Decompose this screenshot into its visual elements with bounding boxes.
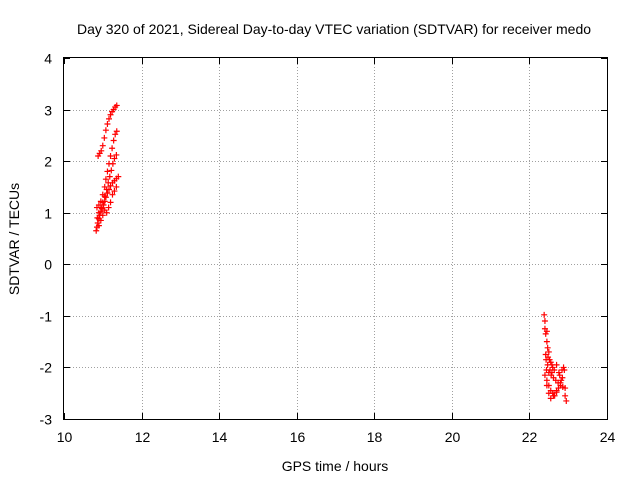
y-tick-label: 4: [44, 51, 52, 67]
data-point: [101, 134, 108, 141]
data-point: [541, 318, 548, 325]
x-tick-label: 16: [290, 429, 306, 445]
data-point: [113, 102, 120, 109]
data-point: [544, 361, 551, 368]
data-point: [111, 188, 118, 195]
y-tick-label: -2: [40, 360, 53, 376]
y-tick-label: 3: [44, 103, 52, 119]
data-point: [104, 190, 111, 197]
data-point: [112, 131, 119, 138]
data-point: [99, 191, 106, 198]
data-point: [544, 344, 551, 351]
data-point: [102, 176, 109, 183]
data-point: [543, 382, 550, 389]
data-point: [553, 361, 560, 368]
data-point: [97, 217, 104, 224]
x-tick-label: 20: [445, 429, 461, 445]
grid-lines: [64, 58, 607, 419]
data-point: [562, 392, 569, 399]
data-point: [107, 111, 114, 118]
x-tick-label: 12: [135, 429, 151, 445]
data-point: [113, 128, 120, 135]
plot-frame: [63, 57, 608, 420]
data-point: [99, 142, 106, 149]
data-point: [108, 167, 115, 174]
data-point: [101, 183, 108, 190]
x-tick-label: 10: [57, 429, 73, 445]
y-axis-label: SDTVAR / TECUs: [6, 183, 22, 295]
data-point: [551, 367, 558, 374]
data-point: [104, 168, 111, 175]
x-tick-label: 18: [367, 429, 383, 445]
data-point: [105, 179, 112, 186]
data-points: [93, 102, 570, 404]
data-point: [93, 227, 100, 234]
data-point: [545, 348, 552, 355]
data-point: [543, 356, 550, 363]
data-point: [558, 377, 565, 384]
data-point: [553, 387, 560, 394]
data-point: [107, 199, 114, 206]
data-point: [555, 369, 562, 376]
data-point: [105, 204, 112, 211]
data-point: [98, 147, 105, 154]
x-axis-label: GPS time / hours: [282, 458, 389, 474]
data-point: [105, 115, 112, 122]
y-tick-label: 0: [44, 257, 52, 273]
data-point: [550, 392, 557, 399]
data-point: [106, 173, 113, 180]
data-point: [110, 137, 117, 144]
data-point: [563, 397, 570, 404]
data-point: [107, 152, 114, 159]
data-point: [95, 201, 102, 208]
data-point: [562, 385, 569, 392]
data-point: [560, 364, 567, 371]
data-point: [107, 182, 114, 189]
data-point: [94, 214, 101, 221]
data-point: [105, 160, 112, 167]
y-tick-label: -1: [40, 309, 53, 325]
data-point: [543, 377, 550, 384]
data-point: [541, 311, 548, 318]
data-point: [99, 212, 106, 219]
data-point: [95, 222, 102, 229]
data-point: [102, 194, 109, 201]
data-point: [97, 198, 104, 205]
data-point: [102, 127, 109, 134]
data-point: [543, 338, 550, 345]
data-point: [113, 183, 120, 190]
chart-title: Day 320 of 2021, Sidereal Day-to-day VTE…: [77, 21, 591, 37]
data-point: [103, 209, 110, 216]
data-point: [543, 328, 550, 335]
data-point: [95, 209, 102, 216]
data-point: [545, 390, 552, 397]
x-tick-label: 14: [212, 429, 228, 445]
data-point: [113, 151, 120, 158]
data-point: [111, 155, 118, 162]
y-tick-label: -3: [40, 412, 53, 428]
x-tick-label: 22: [522, 429, 538, 445]
data-point: [109, 145, 116, 152]
y-tick-label: 2: [44, 154, 52, 170]
data-point: [109, 191, 116, 198]
y-tick-label: 1: [44, 206, 52, 222]
data-point: [104, 121, 111, 128]
x-tick-label: 24: [600, 429, 616, 445]
data-point: [541, 372, 548, 379]
data-point: [115, 173, 122, 180]
